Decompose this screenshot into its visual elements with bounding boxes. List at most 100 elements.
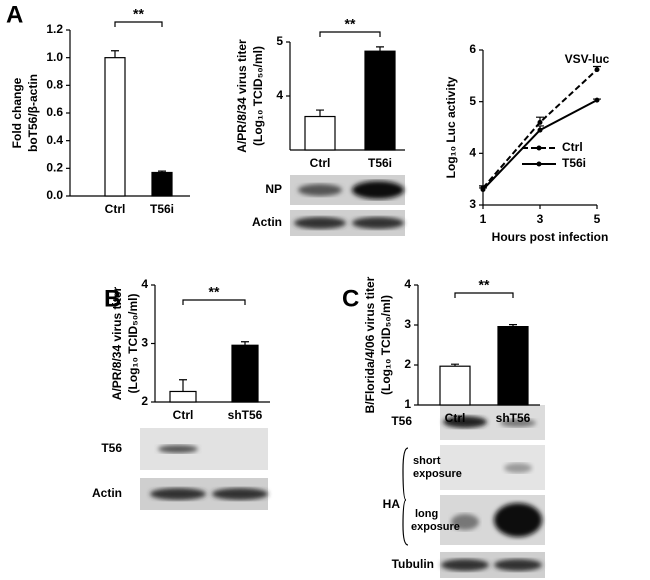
blot-label: Actin <box>252 215 282 229</box>
band <box>494 503 542 537</box>
band <box>441 559 489 571</box>
y-tick-label: 4 <box>276 88 283 102</box>
error-bar <box>241 341 249 346</box>
band <box>443 416 487 428</box>
annotation: ** <box>209 284 220 300</box>
blot-c: T56 HA short exposure long exposure Tubu… <box>383 405 545 578</box>
y-tick-label: 3 <box>404 317 411 331</box>
error-bar <box>479 187 487 190</box>
y-tick-label: 4 <box>469 146 476 160</box>
y-tick-label: 0.2 <box>46 161 63 175</box>
y-axis-label: A/PR/8/34 virus titer <box>110 286 124 400</box>
y-tick-label: 0.6 <box>46 105 63 119</box>
y-tick-label: 6 <box>469 42 476 56</box>
band <box>298 184 342 196</box>
band <box>352 181 404 199</box>
x-axis-label: Hours post infection <box>492 230 609 244</box>
blot-label: T56 <box>391 414 412 428</box>
y-tick-label: 0.8 <box>46 78 63 92</box>
annotation: ** <box>345 16 356 32</box>
x-tick-label: Ctrl <box>173 408 194 422</box>
y-tick-label: 0.4 <box>46 133 63 147</box>
error-bar <box>158 170 166 173</box>
y-tick-label: 1.2 <box>46 22 63 36</box>
bar <box>151 171 173 197</box>
band <box>294 217 346 229</box>
y-tick-label: 4 <box>141 277 148 291</box>
blot-sublabel: exposure <box>411 521 460 533</box>
panel-letter: A <box>6 1 23 28</box>
y-tick-label: 4 <box>404 277 411 291</box>
y-axis-label: (Log₁₀ TCID₅₀/ml) <box>126 294 140 394</box>
y-axis-label: boT56/β-actin <box>26 74 40 152</box>
panel-letter: B <box>104 285 121 312</box>
band <box>504 463 532 473</box>
x-tick-label: 1 <box>480 212 487 226</box>
blot-label: T56 <box>101 441 122 455</box>
x-tick-label: T56i <box>150 202 174 216</box>
significance-bracket <box>454 292 514 298</box>
y-tick-label: 1 <box>404 397 411 411</box>
blot-label: Tubulin <box>392 557 434 571</box>
x-tick-label: 5 <box>594 212 601 226</box>
x-tick-label: Ctrl <box>445 411 466 425</box>
x-tick-label: shT56 <box>228 408 263 422</box>
legend-marker <box>536 161 542 167</box>
error-bar <box>593 65 601 70</box>
y-axis-label: (Log₁₀ TCID₅₀/ml) <box>379 295 393 395</box>
y-tick-label: 2 <box>141 394 148 408</box>
y-axis-label: B/Florida/4/06 virus titer <box>363 276 377 413</box>
x-tick-label: 3 <box>537 212 544 226</box>
band <box>150 488 206 500</box>
blot-label: HA <box>383 497 401 511</box>
y-axis-label: A/PR/8/34 virus titer <box>235 39 249 153</box>
legend-marker <box>536 145 542 151</box>
x-tick-label: shT56 <box>496 411 531 425</box>
band <box>212 488 268 500</box>
y-tick-label: 5 <box>469 94 476 108</box>
bar <box>104 57 126 197</box>
y-axis-label: Fold change <box>10 77 24 148</box>
chart-title: VSV-luc <box>565 52 610 66</box>
blot-sublabel: long <box>415 508 438 520</box>
annotation: ** <box>479 277 490 293</box>
band <box>451 514 479 530</box>
error-bar <box>593 98 601 101</box>
blot-sublabel: short <box>413 455 441 467</box>
blot-sublabel: exposure <box>413 468 462 480</box>
band <box>500 419 536 427</box>
legend-label: Ctrl <box>562 140 583 154</box>
annotation: ** <box>133 6 144 22</box>
y-tick-label: 2 <box>404 357 411 371</box>
x-tick-label: T56i <box>368 156 392 170</box>
blot-label: NP <box>265 182 282 196</box>
y-tick-label: 5 <box>276 34 283 48</box>
bar <box>231 344 259 403</box>
bar <box>439 365 471 406</box>
legend-label: T56i <box>562 156 586 170</box>
error-bar <box>111 50 119 58</box>
significance-bracket <box>182 299 246 305</box>
bar <box>497 326 529 406</box>
bar <box>169 390 197 403</box>
y-tick-label: 0.0 <box>46 188 63 202</box>
y-tick-label: 1.0 <box>46 50 63 64</box>
error-bar <box>179 379 187 392</box>
y-tick-label: 3 <box>469 197 476 211</box>
panel-letter: C <box>342 285 359 312</box>
significance-bracket <box>114 21 163 27</box>
error-bar <box>376 46 384 52</box>
band <box>494 559 542 571</box>
error-bar <box>451 363 459 367</box>
error-bar <box>316 109 324 117</box>
error-bar <box>536 125 544 131</box>
y-axis-label: (Log₁₀ TCID₅₀/ml) <box>251 46 265 146</box>
band <box>158 445 198 453</box>
significance-bracket <box>319 31 381 37</box>
bar <box>364 50 396 151</box>
y-axis-label: Log₁₀ Luc activity <box>444 76 458 178</box>
x-tick-label: Ctrl <box>310 156 331 170</box>
brace <box>402 447 409 546</box>
band <box>352 217 404 229</box>
